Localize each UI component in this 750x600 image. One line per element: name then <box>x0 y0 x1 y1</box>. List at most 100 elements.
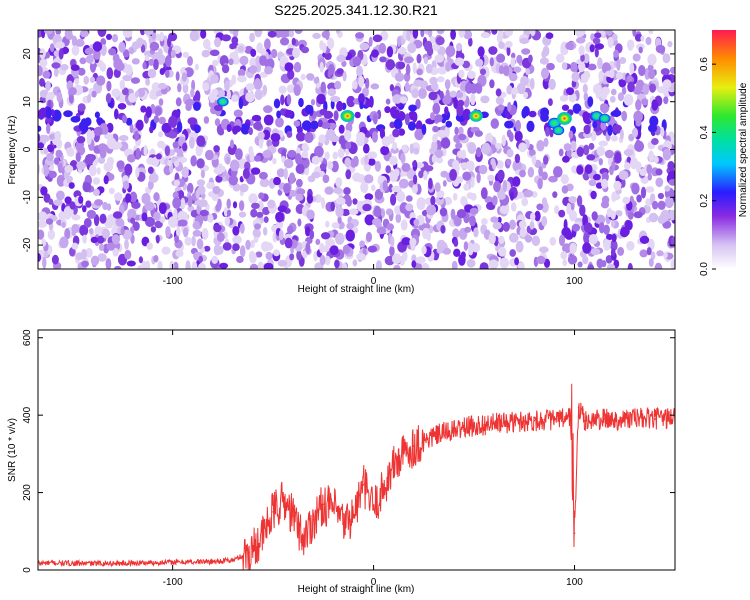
heatmap-cell <box>455 142 463 149</box>
snr-y-label: SNR (10 * v/v) <box>7 418 18 482</box>
heatmap-cell <box>51 254 59 265</box>
snr-point <box>392 464 395 467</box>
heatmap-cell <box>404 113 410 126</box>
heatmap-cell <box>280 37 290 46</box>
heatmap-cell <box>633 110 643 123</box>
heatmap-cell <box>81 123 89 133</box>
heatmap-cell <box>631 182 640 195</box>
heatmap-cell <box>430 82 439 91</box>
heatmap-cell <box>523 189 534 198</box>
heatmap-cell <box>598 140 608 147</box>
heatmap-cell <box>554 205 560 215</box>
x-tick-label: 0 <box>371 577 377 588</box>
heatmap-cell <box>93 48 101 60</box>
heatmap-cell <box>69 247 75 257</box>
heatmap-cell <box>38 133 41 143</box>
snr-point <box>282 499 284 502</box>
heatmap-cell <box>515 240 524 253</box>
heatmap-cell <box>153 255 159 263</box>
heatmap-cell <box>470 193 477 201</box>
heatmap-cell <box>539 246 549 253</box>
heatmap-cell <box>576 37 586 44</box>
heatmap-cell <box>257 131 265 140</box>
heatmap-cell <box>426 231 431 242</box>
heatmap-cell <box>113 58 123 70</box>
heatmap-cell <box>642 83 650 95</box>
heatmap-cell <box>655 44 666 54</box>
heatmap-cell <box>493 180 501 193</box>
heatmap-cell <box>324 255 331 266</box>
snr-point <box>513 421 516 423</box>
heatmap-cell <box>55 138 63 149</box>
heatmap-cell <box>409 237 417 247</box>
heatmap-cell <box>61 221 66 228</box>
heatmap-cell <box>184 98 195 106</box>
heatmap-cell <box>601 86 610 96</box>
heatmap-cell <box>622 196 630 205</box>
heatmap-cell <box>475 58 484 67</box>
heatmap-cell <box>165 226 171 238</box>
heatmap-cell <box>197 199 208 208</box>
heatmap-cell <box>374 160 382 172</box>
heatmap-cell <box>501 134 506 147</box>
heatmap-cell <box>182 82 189 94</box>
heatmap-cell <box>488 259 499 269</box>
heatmap-cell <box>254 78 261 85</box>
colorbar-scale <box>712 30 736 269</box>
heatmap-cell <box>232 243 240 252</box>
heatmap-cell <box>252 228 260 238</box>
snr-point <box>553 419 556 421</box>
heatmap-cell <box>131 77 140 84</box>
heatmap-cell <box>397 61 406 69</box>
heatmap-cell <box>616 59 621 71</box>
heatmap-cell <box>497 169 505 181</box>
heatmap-cell <box>157 82 167 90</box>
heatmap-cell <box>558 234 566 246</box>
heatmap-cell <box>59 236 69 249</box>
snr-panel: -100 0 100 0 200 400 600 Height of straight l… <box>7 329 676 595</box>
heatmap-cell <box>652 200 659 210</box>
heatmap-cell <box>232 235 242 245</box>
heatmap-cell <box>352 259 358 267</box>
heatmap-cell <box>89 227 94 235</box>
heatmap-cell <box>239 245 246 258</box>
heatmap-cell <box>274 30 283 38</box>
heatmap-cell <box>346 197 352 207</box>
heatmap-cell <box>561 227 571 238</box>
heatmap-cell <box>415 98 421 110</box>
heatmap-cell <box>85 247 93 258</box>
heatmap-cell <box>159 216 166 223</box>
heatmap-cell <box>587 264 595 269</box>
heatmap-cell <box>670 66 675 74</box>
heatmap-cell <box>114 108 119 120</box>
heatmap-cell <box>668 170 675 180</box>
heatmap-cell <box>74 78 80 85</box>
heatmap-cell <box>526 120 535 132</box>
heatmap-cell <box>611 233 617 243</box>
heatmap-cell <box>158 98 164 106</box>
heatmap-cell <box>536 140 545 152</box>
snr-point <box>171 561 174 564</box>
heatmap-cell <box>222 242 232 251</box>
heatmap-cell <box>569 210 578 222</box>
heatmap-cell <box>94 199 104 206</box>
heatmap-cell <box>610 240 618 251</box>
heatmap-cells <box>38 30 675 269</box>
heatmap-cell <box>201 49 210 58</box>
heatmap-cell <box>193 220 200 230</box>
heatmap-cell <box>452 228 460 239</box>
heatmap-cell <box>322 174 330 184</box>
heatmap-cell <box>293 84 301 96</box>
heatmap-cell <box>101 228 111 239</box>
heatmap-cell <box>456 209 467 219</box>
heatmap-cell <box>319 242 325 254</box>
heatmap-cell <box>127 154 136 163</box>
heatmap-cell <box>586 154 596 161</box>
colorbar-tick-label: 0.4 <box>699 125 710 139</box>
heatmap-cell <box>191 79 196 92</box>
heatmap-cell <box>213 224 222 233</box>
heatmap-cell <box>519 169 526 178</box>
heatmap-cell <box>648 212 659 223</box>
heatmap-cell <box>202 82 210 92</box>
heatmap-cell <box>75 152 81 163</box>
